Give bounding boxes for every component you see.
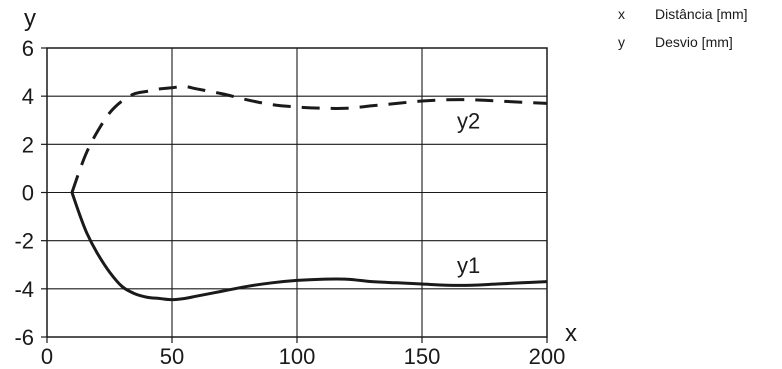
x-tick-labels: 0 50 100 150 200 xyxy=(41,337,565,369)
x-axis-label: x xyxy=(565,320,577,347)
series-line-y2 xyxy=(70,85,548,193)
legend-row-y: y Desvio [mm] xyxy=(618,34,748,62)
series-label-y2: y2 xyxy=(457,108,480,133)
y-tick-label-6: 6 xyxy=(22,36,34,61)
x-tick-label-1: 50 xyxy=(160,344,184,369)
series-annotations: y1 y2 xyxy=(457,108,480,278)
y-tick-label-0: -6 xyxy=(14,325,34,350)
y-axis-label: y xyxy=(24,5,36,32)
legend-key-y: y xyxy=(618,34,625,50)
y-tick-label-2: -2 xyxy=(14,229,34,254)
y-tick-label-5: 4 xyxy=(22,84,34,109)
y-tick-label-4: 2 xyxy=(22,132,34,157)
series-label-y1: y1 xyxy=(457,253,480,278)
legend-row-x: x Distância [mm] xyxy=(618,6,748,34)
y-tick-label-3: 0 xyxy=(22,181,34,206)
y-tick-label-1: -4 xyxy=(14,277,34,302)
series-layer xyxy=(70,85,548,302)
y-tick-labels: -6 -4 -2 0 2 4 6 xyxy=(14,36,47,350)
x-tick-label-2: 100 xyxy=(279,344,316,369)
x-tick-label-0: 0 xyxy=(41,344,53,369)
x-tick-label-4: 200 xyxy=(529,344,566,369)
x-tick-label-3: 150 xyxy=(404,344,441,369)
legend-key-x: x xyxy=(618,6,625,22)
legend-label-y: Desvio [mm] xyxy=(655,34,733,50)
series-line-y1 xyxy=(70,192,548,302)
legend: x Distância [mm] y Desvio [mm] xyxy=(618,6,748,62)
grid-lines xyxy=(47,48,547,337)
legend-label-x: Distância [mm] xyxy=(655,6,748,22)
